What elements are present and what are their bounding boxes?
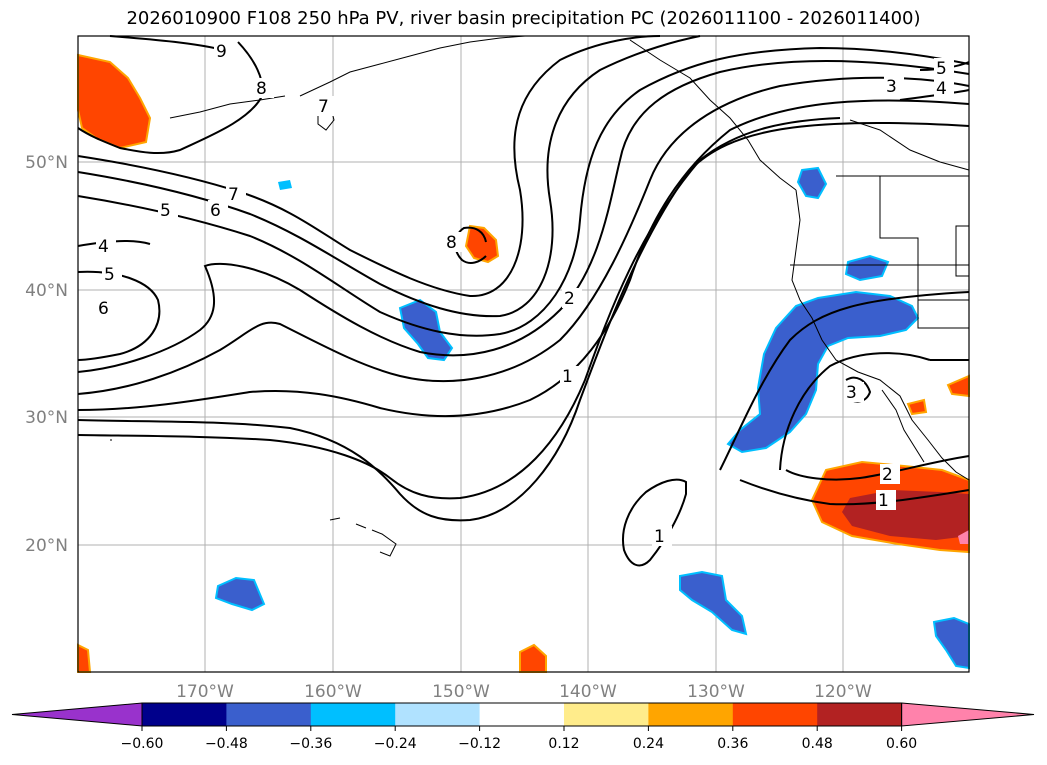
contour-label: 4 bbox=[936, 79, 947, 99]
lon-label: 170°W bbox=[176, 682, 234, 702]
colorbar-tick-label: −0.60 bbox=[121, 736, 164, 752]
pv-contour bbox=[785, 455, 970, 481]
contour-label-group: 9 8 7 7 6 5 4 5 6 8 2 1 5 4 3 3 2 1 1 bbox=[96, 40, 954, 547]
pv-contour bbox=[77, 99, 970, 418]
colorbar-segment bbox=[648, 703, 734, 726]
colorbar-segment bbox=[564, 703, 649, 726]
precip-positive-region bbox=[906, 398, 928, 416]
lon-label: 120°W bbox=[814, 682, 872, 702]
coastlines bbox=[110, 35, 970, 557]
pv-contour bbox=[77, 117, 841, 500]
colorbar-tick-label: 0.48 bbox=[802, 736, 833, 752]
contour-label: 4 bbox=[98, 237, 109, 257]
precip-positive-region bbox=[519, 643, 547, 673]
colorbar-tick-label: −0.48 bbox=[205, 736, 248, 752]
contour-label: 5 bbox=[104, 265, 115, 285]
precip-negative-region bbox=[398, 298, 454, 362]
colorbar: −0.60 −0.48 −0.36 −0.24 −0.12 0.12 0.24 0.36 0.4… bbox=[11, 702, 1035, 752]
colorbar-segment bbox=[817, 703, 903, 726]
lat-label: 30°N bbox=[25, 408, 68, 428]
lat-label: 40°N bbox=[25, 281, 68, 301]
lon-label: 130°W bbox=[687, 682, 745, 702]
colorbar-segment bbox=[479, 703, 565, 726]
pv-contour bbox=[77, 46, 970, 337]
lon-label: 140°W bbox=[559, 682, 617, 702]
colorbar-segment bbox=[732, 703, 818, 726]
precip-negative-region bbox=[278, 180, 292, 190]
contour-label: 3 bbox=[846, 383, 857, 403]
lon-label: 150°W bbox=[432, 682, 490, 702]
colorbar-tick-label: 0.60 bbox=[886, 736, 917, 752]
contour-label: 5 bbox=[936, 59, 947, 79]
contour-label: 7 bbox=[318, 97, 329, 117]
precip-positive-region bbox=[77, 53, 152, 150]
contour-label: 2 bbox=[882, 465, 893, 485]
colorbar-segment bbox=[395, 703, 481, 726]
contour-label: 8 bbox=[446, 233, 457, 253]
precip-negative-region bbox=[679, 570, 748, 636]
latitude-labels: 50°N 40°N 30°N 20°N bbox=[25, 153, 68, 556]
lat-label: 50°N bbox=[25, 153, 68, 173]
colorbar-extend-low bbox=[11, 702, 143, 727]
contour-label: 1 bbox=[878, 491, 889, 511]
lon-label: 160°W bbox=[304, 682, 362, 702]
contour-label: 5 bbox=[160, 201, 171, 221]
pv-contours bbox=[77, 35, 970, 567]
contour-label: 8 bbox=[256, 79, 267, 99]
precip-negative-region bbox=[214, 576, 266, 612]
colorbar-segment bbox=[142, 703, 227, 726]
pv-contour bbox=[77, 60, 970, 373]
contour-label: 2 bbox=[564, 289, 575, 309]
map-frame bbox=[77, 35, 970, 673]
colorbar-tick-label: 0.12 bbox=[548, 736, 579, 752]
longitude-labels: 170°W 160°W 150°W 140°W 130°W 120°W bbox=[176, 682, 872, 702]
pv-contour bbox=[739, 479, 970, 506]
contour-label: 6 bbox=[98, 299, 109, 319]
pv-contour bbox=[719, 291, 970, 471]
precip-positive-region bbox=[464, 224, 500, 264]
precip-negative-region bbox=[932, 616, 970, 670]
pv-contour bbox=[77, 76, 970, 395]
precip-negative-region bbox=[726, 290, 920, 454]
colorbar-tick-label: −0.12 bbox=[458, 736, 501, 752]
precip-positive-peak bbox=[958, 530, 969, 544]
map-title: 2026010900 F108 250 hPa PV, river basin … bbox=[126, 8, 921, 29]
contour-label: 6 bbox=[210, 201, 221, 221]
colorbar-tick-label: 0.36 bbox=[717, 736, 748, 752]
contour-label: 7 bbox=[228, 185, 239, 205]
colorbar-segment bbox=[226, 703, 312, 726]
precip-positive-region bbox=[77, 643, 92, 673]
pv-contour bbox=[77, 121, 970, 522]
pv-contour bbox=[77, 35, 701, 318]
colorbar-extend-high bbox=[901, 702, 1035, 727]
contour-label: 1 bbox=[654, 527, 665, 547]
pv-contour bbox=[779, 352, 969, 471]
lat-label: 20°N bbox=[25, 536, 68, 556]
contour-label: 3 bbox=[886, 77, 897, 97]
colorbar-tick-label: −0.24 bbox=[374, 736, 417, 752]
contour-label: 1 bbox=[562, 367, 573, 387]
colorbar-tick-label: −0.36 bbox=[289, 736, 332, 752]
precip-negative-region bbox=[796, 166, 828, 200]
contour-label: 9 bbox=[216, 42, 227, 62]
colorbar-tick-label: 0.24 bbox=[633, 736, 664, 752]
graticule bbox=[78, 36, 969, 672]
colorbar-outline bbox=[141, 702, 903, 727]
precip-negative-region bbox=[844, 254, 890, 282]
colorbar-segment bbox=[310, 703, 396, 726]
